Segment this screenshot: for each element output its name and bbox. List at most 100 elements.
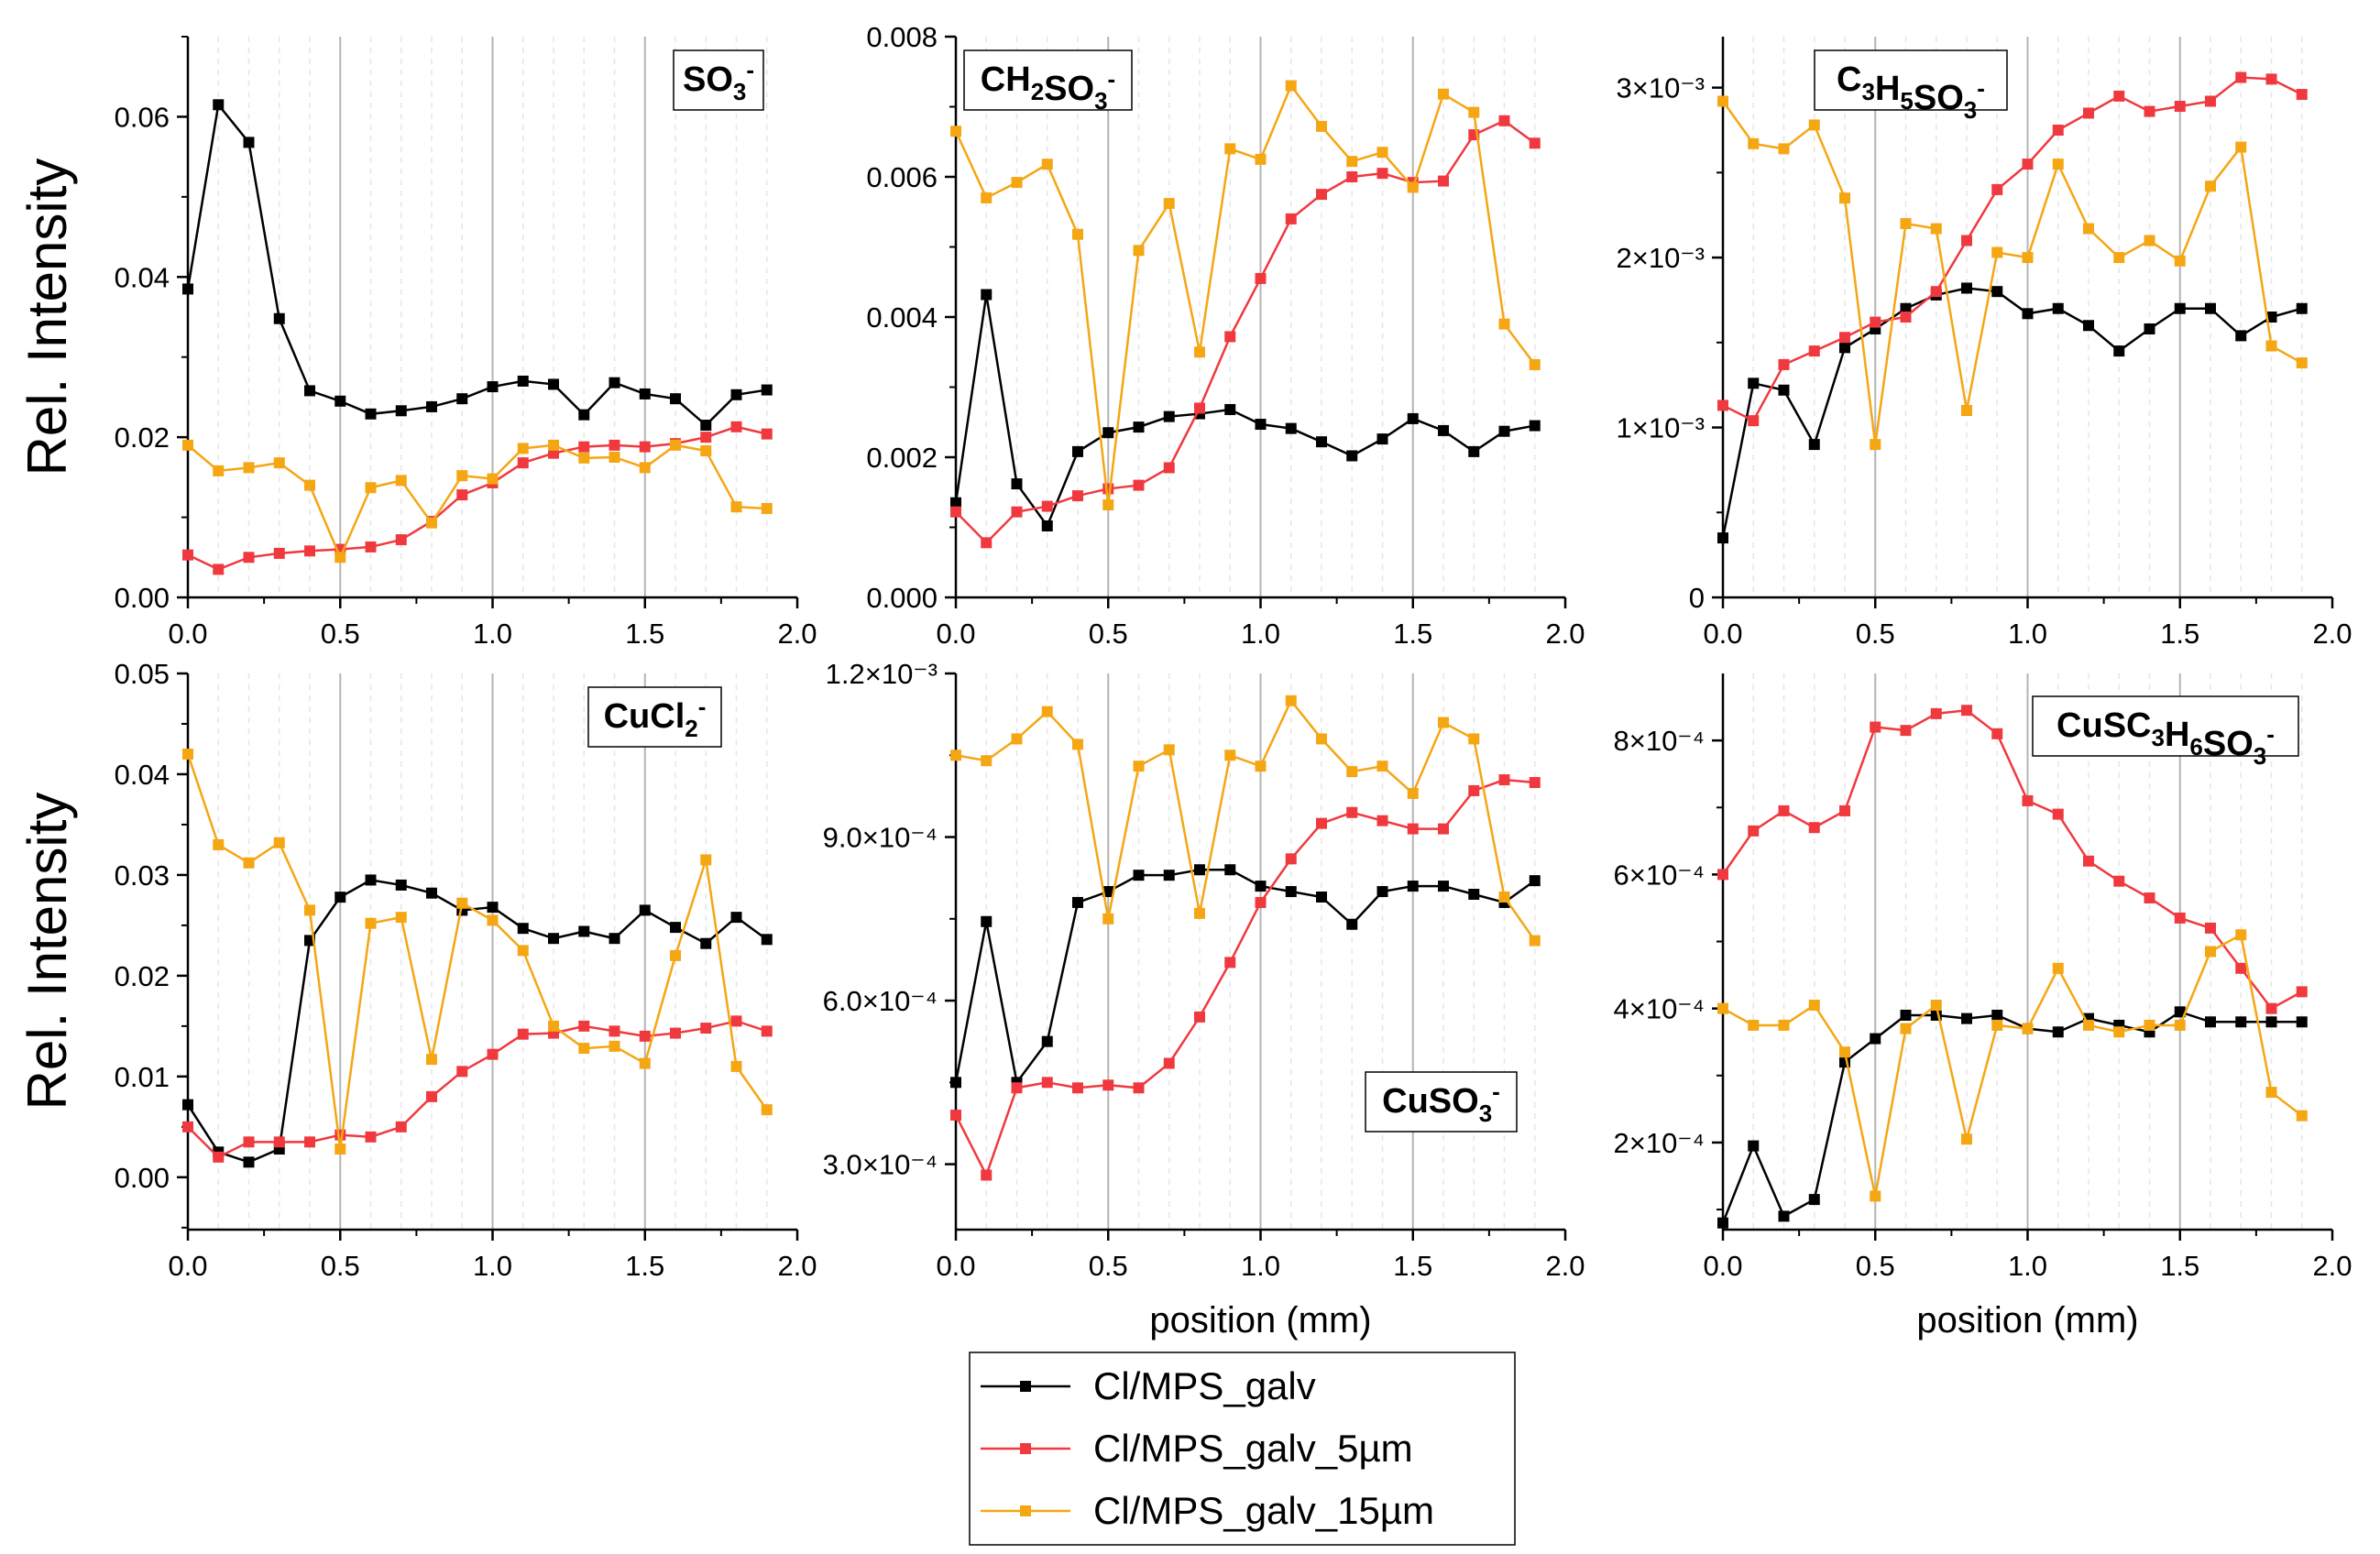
data-point	[1529, 420, 1541, 432]
data-point	[517, 1028, 529, 1040]
data-point	[1133, 870, 1145, 881]
title-part: 3	[2152, 724, 2165, 751]
data-point	[365, 1131, 377, 1143]
data-point	[1529, 935, 1541, 947]
y-tick-label: 0.01	[115, 1061, 170, 1093]
data-point	[487, 902, 499, 914]
data-point	[426, 517, 437, 529]
y-tick-label: 0.06	[115, 101, 170, 133]
data-point	[1224, 750, 1236, 761]
data-point	[1900, 725, 1912, 737]
data-point	[981, 192, 993, 203]
data-point	[1900, 1023, 1912, 1034]
data-point	[1498, 318, 1510, 330]
data-point	[1102, 483, 1114, 495]
data-point	[1376, 147, 1388, 159]
data-point	[2174, 255, 2186, 267]
data-point	[1011, 177, 1023, 189]
data-point	[578, 1020, 590, 1032]
data-point	[1133, 1082, 1145, 1094]
panel-title: CuSC3H6SO3-	[2056, 706, 2275, 770]
data-point	[517, 923, 529, 935]
data-point	[1808, 119, 1820, 131]
data-point	[426, 1090, 437, 1102]
data-point	[335, 552, 346, 564]
panel-title: SO3-	[683, 56, 754, 105]
legend-marker	[1020, 1443, 1031, 1454]
data-point	[730, 1015, 742, 1027]
data-point	[365, 541, 377, 553]
legend-marker	[1020, 1381, 1031, 1392]
panel-4: 0.0 0.5 1.0 1.5 2.0 0.00 0.01 0.02 0.03 0.04 0.05 R…	[16, 658, 817, 1282]
data-point	[1717, 399, 1728, 411]
data-point	[517, 375, 529, 387]
data-point	[1102, 427, 1114, 439]
data-point	[981, 1169, 993, 1181]
data-point	[578, 452, 590, 464]
data-point	[395, 475, 407, 487]
data-point	[1961, 705, 1972, 717]
data-point	[273, 457, 285, 469]
x-tick-label: 2.0	[1545, 618, 1585, 650]
title-part: 3	[1862, 78, 1875, 105]
data-point	[578, 409, 590, 421]
data-point	[182, 1099, 193, 1111]
x-tick-label: 0.5	[1089, 618, 1128, 650]
data-point	[1991, 246, 2003, 258]
data-point	[1748, 378, 1760, 389]
data-point	[273, 547, 285, 559]
x-tick-label: 1.0	[2008, 618, 2047, 650]
y-tick-label: 3×10⁻³	[1616, 72, 1705, 104]
data-point	[548, 1020, 559, 1032]
x-tick-label: 0.5	[321, 618, 360, 650]
panel-1: 0.0 0.5 1.0 1.5 2.0 0.00 0.02 0.04 0.06 Rel. Inte…	[16, 36, 817, 650]
data-point	[2052, 302, 2064, 314]
panel-5: 0.0 0.5 1.0 1.5 2.0 3.0×10⁻⁴ 6.0×10⁻⁴ 9.0×10⁻⁴ 1…	[823, 658, 1585, 1341]
data-point	[182, 748, 193, 760]
data-point	[761, 1104, 773, 1116]
data-point	[1498, 891, 1510, 903]
x-tick-label: 2.0	[1545, 1250, 1585, 1282]
y-tick-label: 0.04	[115, 759, 170, 791]
data-point	[1194, 1011, 1205, 1023]
data-point	[2174, 302, 2186, 314]
data-point	[395, 405, 407, 417]
title-part: SO	[1044, 70, 1094, 108]
data-point	[2205, 946, 2216, 958]
data-point	[761, 934, 773, 946]
y-tick-label: 0.004	[866, 301, 938, 334]
data-point	[609, 452, 620, 463]
data-point	[1346, 171, 1358, 182]
data-point	[1285, 886, 1297, 898]
data-point	[1839, 804, 1850, 816]
data-point	[1133, 761, 1145, 772]
series-line-3	[186, 753, 768, 1150]
data-point	[1717, 1002, 1728, 1014]
panel-title-box	[963, 49, 1133, 111]
data-point	[304, 545, 315, 557]
data-point	[1255, 153, 1267, 165]
data-point	[2235, 141, 2247, 153]
data-point	[243, 857, 255, 869]
data-point	[1072, 445, 1083, 457]
data-point	[213, 465, 225, 476]
data-point	[2144, 892, 2155, 903]
data-point	[2205, 181, 2216, 192]
data-point	[1285, 853, 1297, 865]
data-point	[456, 897, 468, 909]
x-tick-label: 0.0	[1703, 1250, 1742, 1282]
data-point	[1808, 1000, 1820, 1012]
data-point	[2296, 986, 2308, 998]
data-point	[243, 1136, 255, 1148]
data-point	[2052, 1026, 2064, 1038]
title-part: CuSC	[2056, 706, 2151, 745]
series-line-3	[954, 83, 1536, 506]
data-point	[273, 312, 285, 324]
title-part: H	[1875, 70, 1900, 108]
title-part: CH	[981, 60, 1031, 99]
data-point	[1961, 1012, 1972, 1024]
data-point	[761, 1025, 773, 1037]
x-tick-label: 1.5	[2160, 1250, 2199, 1282]
y-axis-label: Rel. Intensity	[16, 793, 78, 1111]
